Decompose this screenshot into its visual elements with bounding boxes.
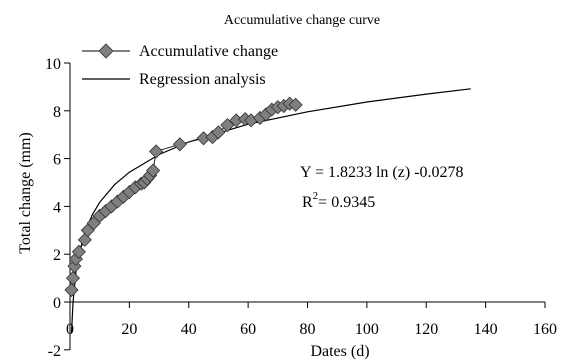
legend-regression-label: Regression analysis: [139, 71, 266, 88]
accumulative-change-point: [220, 118, 235, 133]
accumulative-change-line: [71, 103, 296, 291]
x-axis-label: Dates (d): [310, 343, 369, 360]
series-layer: [64, 88, 471, 333]
legend-accumulative-label: Accumulative change: [139, 43, 278, 60]
accumulative-change-point: [71, 244, 86, 259]
r-squared-superscript: 2: [313, 190, 319, 202]
y-tick-label: -2: [48, 343, 61, 360]
y-tick-label: 4: [53, 199, 61, 216]
x-tick-label: 160: [533, 321, 557, 338]
y-ticks: -2 0 2 4 6 8 10: [45, 56, 70, 360]
accumulative-change-point: [146, 163, 161, 178]
x-tick-label: 100: [355, 321, 379, 338]
x-tick-label: 120: [414, 321, 438, 338]
legend: Accumulative change Regression analysis: [82, 43, 278, 88]
x-ticks: 0 20 40 60 80 100 120 140 160: [66, 302, 557, 338]
regression-equation: Y = 1.8233 ln (z) -0.0278: [300, 164, 464, 181]
x-tick-label: 20: [121, 321, 137, 338]
chart-title: Accumulative change curve: [224, 13, 380, 28]
accumulative-change-point: [211, 125, 226, 140]
x-tick-label: 40: [181, 321, 197, 338]
r-squared: R2= 0.9345: [302, 190, 375, 211]
accumulative-change-point: [65, 271, 81, 286]
x-tick-label: 0: [66, 321, 74, 338]
legend-accumulative-marker: [98, 43, 114, 59]
regression-line: [70, 88, 471, 333]
x-tick-label: 80: [300, 321, 316, 338]
r-squared-value: = 0.9345: [318, 194, 375, 211]
y-tick-label: 2: [53, 247, 61, 264]
accumulative-change-point: [288, 97, 303, 112]
y-tick-label: 6: [53, 152, 61, 169]
accumulative-change-point: [172, 137, 187, 152]
r-squared-prefix: R: [302, 194, 313, 211]
y-tick-label: 0: [53, 295, 61, 312]
y-axis-label: Total change (mm): [17, 132, 34, 254]
accumulative-change-point: [149, 144, 164, 159]
y-tick-label: 10: [45, 56, 61, 73]
y-tick-label: 8: [53, 104, 61, 121]
accumulative-change-point: [64, 282, 79, 298]
x-tick-label: 140: [474, 321, 498, 338]
x-tick-label: 60: [240, 321, 256, 338]
